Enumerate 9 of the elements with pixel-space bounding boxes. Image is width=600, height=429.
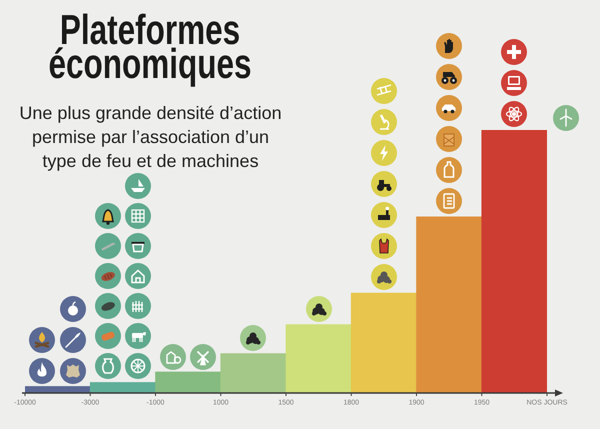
bar <box>481 130 547 393</box>
bar <box>416 216 482 393</box>
chart-title: Plateformes économiques <box>47 6 253 87</box>
bar <box>286 324 352 393</box>
bar <box>90 382 156 393</box>
bar <box>220 353 286 393</box>
bar <box>155 372 222 393</box>
bar <box>350 292 417 393</box>
chart-subtitle: Une plus grande densité d’action permise par l’association d’un type de feu et de machines <box>18 102 283 173</box>
